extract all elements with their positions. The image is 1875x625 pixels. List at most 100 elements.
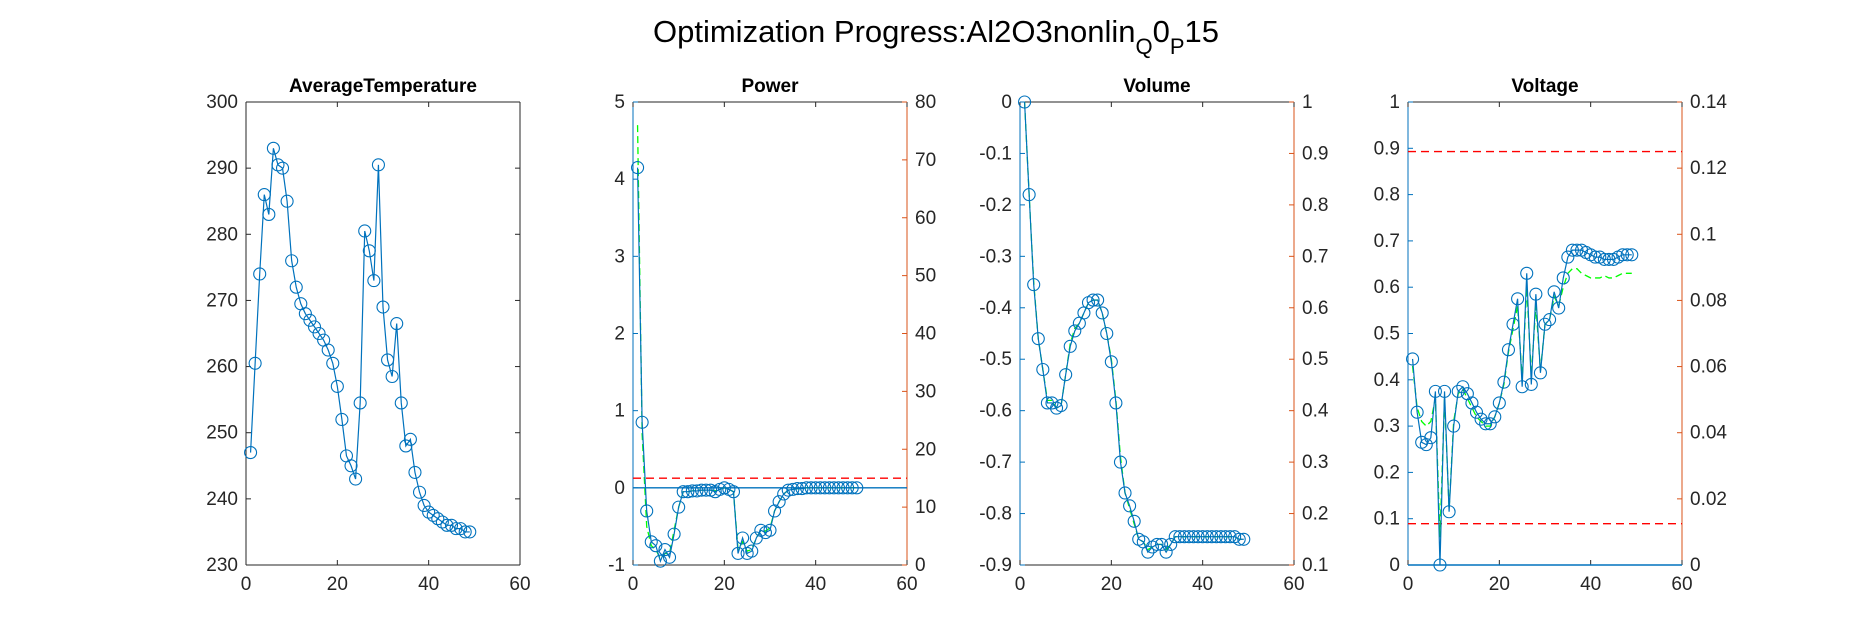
data-point xyxy=(1123,499,1137,513)
data-point xyxy=(1182,530,1196,544)
data-point xyxy=(799,481,814,495)
y-tick-label: 5 xyxy=(614,92,625,113)
data-point xyxy=(1588,250,1602,264)
data-point xyxy=(1063,339,1077,353)
y-tick-label: 0.1 xyxy=(1374,509,1400,530)
y-tick-label: -1 xyxy=(608,555,625,576)
y-tick-label: 280 xyxy=(206,224,238,245)
data-point xyxy=(1113,455,1128,469)
data-point xyxy=(699,483,713,497)
data-point xyxy=(690,484,704,498)
x-tick-label: 60 xyxy=(896,574,917,595)
data-point xyxy=(804,481,818,495)
y-tick-label: 0.7 xyxy=(1374,231,1400,252)
data-point xyxy=(1200,530,1214,544)
y-tick-label: 0 xyxy=(1001,92,1012,113)
data-point xyxy=(726,485,741,499)
data-point xyxy=(1095,306,1109,320)
green-dashed-series xyxy=(1023,101,1244,551)
data-point xyxy=(818,481,832,495)
data-point xyxy=(1155,537,1169,551)
y-tick-label: 0 xyxy=(614,478,625,499)
data-point xyxy=(463,525,477,539)
y-tick-label: 0 xyxy=(1389,555,1400,576)
panel-averagetemperature: 0 20 40 60 230 240 250 260 270 280 290 300 AverageTe… xyxy=(206,76,530,595)
data-point xyxy=(349,472,363,486)
data-point xyxy=(449,522,463,536)
y-tick-label: -0.8 xyxy=(979,504,1012,525)
data-point xyxy=(822,481,836,495)
data-point xyxy=(1602,252,1616,266)
panels: 0 20 40 60230240250260270280290300AverageTe… xyxy=(206,76,1727,595)
panel-volume: 0 20 40 60 -0.9 -0.8 -0.7 -0.6 -0.5 -0.4 -0.3 -0.2 -… xyxy=(979,76,1329,595)
data-point xyxy=(303,313,317,327)
data-point xyxy=(1447,419,1461,433)
data-point xyxy=(330,379,344,393)
x-tick-label: 0 xyxy=(1403,574,1414,595)
data-point xyxy=(367,274,381,288)
panel-title: Volume xyxy=(1123,76,1190,97)
data-point xyxy=(435,515,449,529)
series-line xyxy=(636,167,857,563)
data-point xyxy=(1451,384,1465,398)
y2-tick-label: 60 xyxy=(915,208,936,229)
data-point xyxy=(850,481,864,495)
data-point xyxy=(635,415,649,429)
data-point xyxy=(736,531,750,545)
data-point xyxy=(440,518,454,532)
x-tick-label: 60 xyxy=(1283,574,1304,595)
y-tick-label: -0.7 xyxy=(979,452,1012,473)
data-point xyxy=(685,484,699,498)
data-point xyxy=(1054,398,1068,413)
y-tick-label: 230 xyxy=(206,555,238,576)
data-point xyxy=(1018,95,1032,109)
x-tick-label: 60 xyxy=(1671,574,1692,595)
y-tick-label: 0.5 xyxy=(1374,324,1400,345)
data-point xyxy=(408,465,422,479)
data-point xyxy=(640,504,654,518)
y2-tick-label: 0 xyxy=(915,555,926,576)
y-tick-label: 1 xyxy=(1389,92,1400,113)
y2-tick-label: 0.7 xyxy=(1302,246,1328,267)
data-point xyxy=(1433,558,1447,572)
x-tick-label: 40 xyxy=(418,574,439,595)
data-point xyxy=(385,369,399,384)
data-point xyxy=(1218,530,1233,544)
data-point xyxy=(1104,355,1118,369)
data-point xyxy=(831,481,846,495)
y-tick-label: 1 xyxy=(614,401,625,422)
y-tick-label: 0.6 xyxy=(1374,277,1400,298)
data-point xyxy=(412,485,427,499)
data-point xyxy=(1209,530,1223,544)
y2-tick-label: 80 xyxy=(915,92,936,113)
data-point xyxy=(1164,537,1178,551)
data-point xyxy=(1031,332,1045,346)
x-tick-label: 20 xyxy=(327,574,348,595)
y-tick-label: -0.6 xyxy=(979,401,1012,422)
data-point xyxy=(1552,301,1566,315)
data-point xyxy=(653,554,667,568)
data-point xyxy=(631,161,645,175)
y2-tick-label: 0.06 xyxy=(1690,357,1727,378)
y2-tick-label: 0.5 xyxy=(1302,349,1328,370)
data-point xyxy=(731,546,745,560)
x-tick-label: 40 xyxy=(805,574,826,595)
y2-tick-label: 0.12 xyxy=(1690,158,1727,179)
data-point xyxy=(399,439,413,453)
data-point xyxy=(244,446,258,460)
data-point xyxy=(1127,514,1141,528)
data-point xyxy=(253,267,267,281)
data-point xyxy=(1501,343,1516,357)
figure-title: Optimization Progress:Al2O3nonlinQ0P15 xyxy=(653,14,1219,59)
data-point xyxy=(649,539,663,553)
data-point xyxy=(1214,530,1228,544)
y2-tick-label: 0.6 xyxy=(1302,298,1328,319)
data-point xyxy=(376,300,390,314)
data-point xyxy=(1100,326,1114,341)
y-tick-label: 0.8 xyxy=(1374,185,1400,206)
y2-tick-label: 0.04 xyxy=(1690,423,1727,444)
data-point xyxy=(672,500,686,514)
data-point xyxy=(790,482,804,496)
data-point xyxy=(298,307,312,321)
